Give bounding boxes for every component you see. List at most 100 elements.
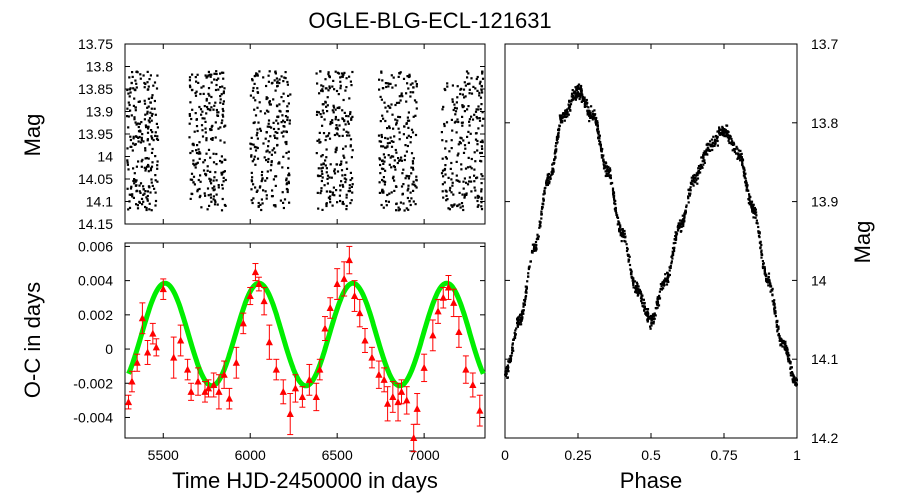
phase-point [644,311,647,314]
phase-point [525,287,528,290]
oc-point [260,297,268,305]
oc-ytick-label: 0 [105,341,113,357]
light-curve-point [388,82,391,85]
phase-frame [504,43,798,439]
phase-point [622,235,625,239]
phase-point [656,296,659,299]
light-curve-point [139,182,143,185]
phase-point [578,93,581,96]
oc-xlabel: Time HJD-2450000 in days [172,468,438,493]
light-curve-point [280,121,283,124]
light-curve-point [401,172,404,175]
light-curve-point [271,149,274,152]
light-curve-point [220,155,223,158]
phase-point [672,253,675,256]
light-curve-point [220,173,223,176]
light-curve-point [316,191,319,194]
phase-point [703,153,706,156]
light-curve-point [194,166,197,169]
light-curve-point [411,160,414,163]
phase-point [577,93,580,97]
light-curve-point [386,110,389,113]
phase-point [733,150,736,154]
light-curve-point [188,79,191,82]
light-curve-point [145,206,148,210]
light-curve-point [132,167,135,170]
phase-point [564,109,567,112]
phase-point [629,273,633,276]
light-curve-point [319,70,322,73]
light-curve-point [401,95,404,98]
light-curve-point [341,200,344,204]
phase-point [662,279,666,282]
light-curve-point [222,71,225,74]
phase-point [747,201,750,205]
light-curve-point [221,119,224,122]
phase-point [609,177,612,180]
light-curve-point [199,92,202,96]
phase-point [667,274,670,277]
light-curve-point [385,204,388,207]
phase-ytick-label: 13.8 [811,115,838,131]
phase-point [687,197,690,200]
phase-point [598,139,601,143]
light-curve-point [345,193,348,196]
light-curve-point [144,113,147,116]
light-curve-point [351,149,354,152]
phase-point [614,203,617,206]
light-curve-point [337,118,340,122]
phase-point [597,133,600,136]
light-curve-point [141,203,144,206]
phase-point [754,208,757,211]
phase-point [708,149,711,152]
light-curve-point [131,75,134,78]
phase-point [535,238,538,241]
light-curve-point [465,70,469,73]
phase-point [607,172,610,175]
light-curve-point [260,198,263,201]
phase-point [761,260,764,263]
light-curve-point [132,196,135,199]
light-curve-point [406,82,409,85]
light-curve-point [195,149,198,152]
phase-point [772,302,776,305]
light-curve-point [276,137,279,140]
phase-point [586,113,589,116]
phase-point [682,218,685,221]
phase-point [572,91,575,94]
light-curve-point [322,163,325,166]
phase-point [553,161,556,164]
phase-point [767,284,770,287]
light-curve-ytick-label: 14.1 [86,194,113,210]
light-curve-point [476,176,479,179]
phase-point [680,230,683,233]
phase-point [583,105,586,108]
light-curve-point [222,90,225,93]
light-curve-point [382,145,385,148]
light-curve-point [468,88,471,91]
light-curve-point [204,127,207,130]
phase-point [694,176,697,180]
oc-point [194,377,202,385]
phase-point [548,182,551,185]
light-curve-point [150,151,154,154]
light-curve-point [215,163,218,166]
light-curve-point [326,182,329,185]
light-curve-point [192,175,196,178]
light-curve-point [141,158,144,161]
phase-point [685,205,688,209]
light-curve-point [211,137,214,140]
light-curve-point [450,147,453,150]
light-curve-point [462,180,465,183]
light-curve-point [143,81,146,85]
light-curve-point [329,163,332,166]
light-curve-point [441,108,444,111]
phase-point [548,180,551,183]
light-curve-point [319,192,322,195]
light-curve-point [330,176,333,179]
light-curve-point [480,160,483,163]
light-curve-point [262,76,265,79]
light-curve-point [203,159,206,162]
light-curve-point [198,196,201,199]
